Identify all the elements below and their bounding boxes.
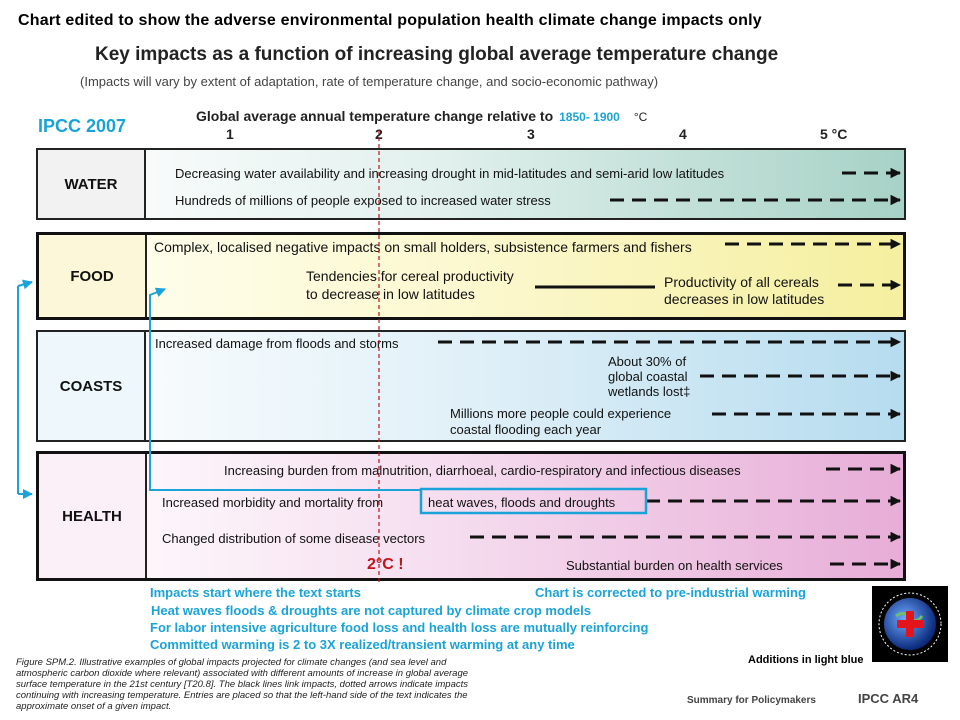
source-label: IPCC 2007 <box>38 116 127 136</box>
water-item-1: Decreasing water availability and increa… <box>175 166 725 181</box>
coasts-item-3: global coastal <box>608 369 688 384</box>
food-item-2: Tendencies for cereal productivity <box>306 268 514 284</box>
tick-1: 1 <box>226 126 234 142</box>
health-item-5: Substantial burden on health services <box>566 558 783 573</box>
panel-label-food: FOOD <box>39 235 147 317</box>
health-item-2: Increased morbidity and mortality from <box>162 495 384 510</box>
water-item-2: Hundreds of millions of people exposed t… <box>175 193 551 208</box>
health-item-4: Changed distribution of some disease vec… <box>162 531 426 546</box>
food-health-link-blue <box>149 287 420 491</box>
note-5: Committed warming is 2 to 3X realized/tr… <box>150 637 575 652</box>
coasts-item-4: wetlands lost‡ <box>608 384 691 399</box>
globe-cross-icon <box>878 592 942 656</box>
food-item-5: decreases in low latitudes <box>664 291 825 307</box>
health-item-3: heat waves, floods and droughts <box>428 495 616 510</box>
two-degree-marker: 2°C ! <box>367 556 404 573</box>
coasts-item-1: Increased damage from floods and storms <box>155 336 399 351</box>
panel-coasts: COASTS Increased damage from floods and … <box>36 330 906 442</box>
tick-3: 3 <box>527 126 535 142</box>
side-link-top <box>17 279 33 290</box>
coasts-item-6: coastal flooding each year <box>450 422 602 437</box>
tick-4: 4 <box>679 126 687 142</box>
heat-wave-highlight <box>419 487 648 515</box>
figure-caption: Figure SPM.2. Illustrative examples of g… <box>16 657 469 712</box>
note-1: Impacts start where the text starts <box>150 585 361 600</box>
coasts-item-2: About 30% of <box>608 354 687 369</box>
note-4: For labor intensive agriculture food los… <box>150 620 649 635</box>
panel-label-coasts: COASTS <box>38 332 146 440</box>
panel-label-water: WATER <box>38 150 146 218</box>
axis-baseline: 1850- 1900 <box>559 110 620 124</box>
top-note: Chart edited to show the adverse environ… <box>18 12 762 29</box>
axis-unit: °C <box>633 110 648 124</box>
tick-5: 5 °C <box>820 126 848 142</box>
axis-title: Global average annual temperature change… <box>196 108 647 124</box>
additions-note: Additions in light blue <box>748 654 864 666</box>
panel-health: HEALTH Increasing burden from malnutriti… <box>36 451 906 581</box>
panel-water: WATER Decreasing water availability and … <box>36 148 906 220</box>
coasts-item-5: Millions more people could experience <box>450 406 672 421</box>
panel-label-health: HEALTH <box>39 454 147 578</box>
footer-summary: Summary for Policymakers <box>687 695 816 706</box>
chart-subtitle: (Impacts will vary by extent of adaptati… <box>80 74 659 89</box>
health-item-1: Increasing burden from malnutrition, dia… <box>224 463 741 478</box>
note-2: Chart is corrected to pre-industrial war… <box>535 585 806 600</box>
note-3: Heat waves floods & droughts are not cap… <box>151 603 591 618</box>
footer-report: IPCC AR4 <box>858 691 919 706</box>
food-item-4: Productivity of all cereals <box>664 274 819 290</box>
food-item-3: to decrease in low latitudes <box>306 286 475 302</box>
food-item-1: Complex, localised negative impacts on s… <box>154 239 692 255</box>
chart-title: Key impacts as a function of increasing … <box>95 44 779 65</box>
panel-food: FOOD Complex, localised negative impacts… <box>36 232 906 320</box>
axis-label: Global average annual temperature change… <box>196 108 554 124</box>
climate-emergency-logo <box>872 586 948 662</box>
